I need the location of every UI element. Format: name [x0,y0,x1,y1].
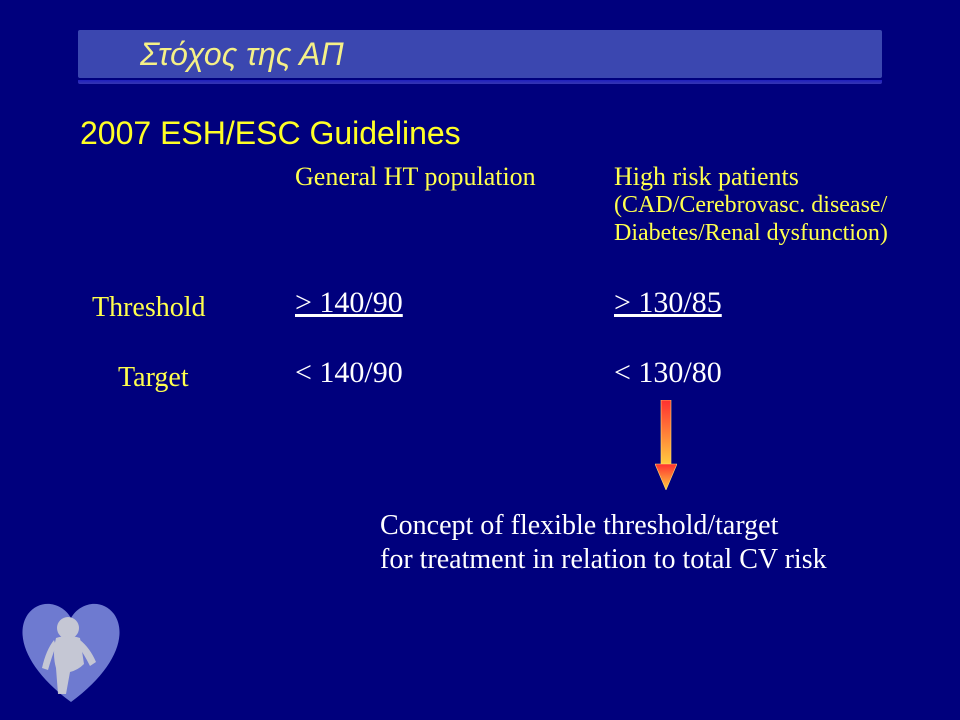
column-header-highrisk-line1: High risk patients [614,162,799,192]
row-label-target: Target [118,362,189,394]
target-general-value: < 140/90 [295,356,403,390]
concept-line2: for treatment in relation to total CV ri… [380,544,827,576]
slide-title: Στόχος της ΑΠ [140,36,344,73]
threshold-highrisk-value: > 130/85 [614,286,722,320]
title-bar: Στόχος της ΑΠ [78,30,882,78]
threshold-general-value: > 140/90 [295,286,403,320]
row-label-threshold: Threshold [92,292,206,324]
target-highrisk-value: < 130/80 [614,356,722,390]
column-header-highrisk-line2: (CAD/Cerebrovasc. disease/ [614,192,887,219]
subtitle: 2007 ESH/ESC Guidelines [80,115,461,152]
concept-line1: Concept of flexible threshold/target [380,510,778,542]
down-arrow-icon [655,400,677,490]
column-header-highrisk-line3: Diabetes/Renal dysfunction) [614,220,888,247]
column-header-general: General HT population [295,162,536,192]
heart-logo-icon [6,584,136,714]
